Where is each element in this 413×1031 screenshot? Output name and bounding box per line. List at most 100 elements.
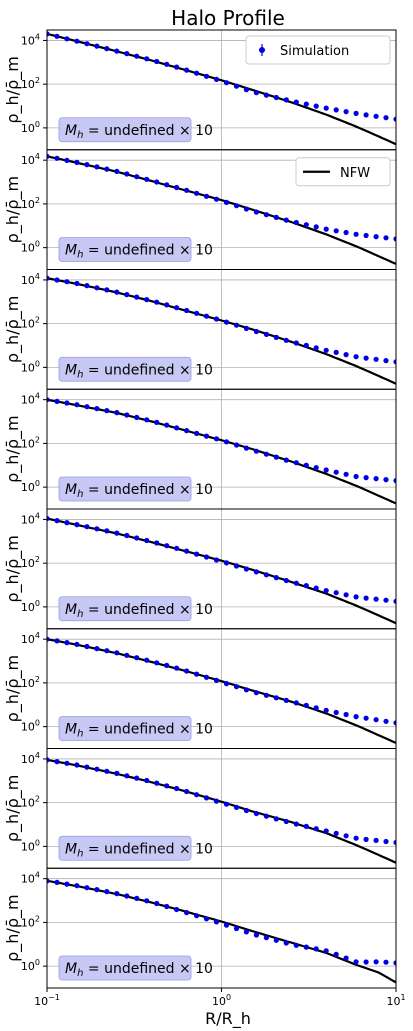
simulation-point (174, 906, 180, 913)
plot-area (47, 515, 396, 625)
simulation-point (343, 229, 349, 236)
y-tick-label: 102 (21, 196, 40, 211)
simulation-point (194, 792, 200, 798)
y-axis-label: ρ_h/ρ̄_m (3, 775, 23, 842)
simulation-point (223, 319, 230, 325)
y-tick-label: 100 (21, 838, 40, 853)
mass-label-box (58, 356, 192, 382)
simulation-point (164, 543, 170, 549)
x-axis-label: R/R_h (205, 1009, 251, 1029)
simulation-point (84, 404, 90, 410)
simulation-point (154, 780, 160, 786)
mass-label-box (58, 716, 192, 741)
y-tick-label: 104 (21, 272, 40, 287)
simulation-point (373, 837, 379, 844)
mass-label-box (58, 955, 192, 981)
simulation-point (54, 155, 60, 161)
simulation-point (243, 807, 249, 814)
simulation-point (203, 554, 210, 560)
y-axis-label: ρ_h/ρ̄_m (3, 655, 23, 722)
simulation-point (393, 598, 396, 604)
simulation-point (84, 885, 90, 891)
simulation-point (184, 428, 190, 434)
y-tick-label: 104 (21, 392, 40, 407)
simulation-point (54, 759, 60, 765)
legend-simulation: Simulation (245, 35, 391, 65)
x-axis: 10−1 100 101 (34, 988, 406, 1008)
simulation-point (223, 199, 230, 205)
simulation-point (283, 940, 289, 946)
simulation-point (253, 90, 259, 96)
simulation-point (84, 524, 90, 530)
y-tick-label: 102 (21, 914, 40, 929)
simulation-point (263, 935, 269, 941)
simulation-point (293, 219, 299, 226)
simulation-point (194, 310, 200, 316)
simulation-point (124, 532, 130, 539)
plot-area (47, 31, 396, 146)
simulation-point (363, 112, 369, 118)
simulation-point (134, 655, 140, 661)
simulation-point (154, 540, 160, 546)
x-tick-label: 10−1 (34, 993, 60, 1008)
simulation-point (333, 228, 339, 234)
simulation-point (114, 410, 120, 416)
simulation-point (293, 942, 299, 948)
simulation-point (253, 690, 259, 696)
simulation-point (273, 816, 279, 822)
simulation-point (203, 916, 210, 922)
x-tick-label: 101 (386, 993, 405, 1008)
y-axis-label: ρ_h/ρ̄_m (3, 176, 23, 243)
simulation-point (353, 959, 359, 965)
simulation-point (243, 687, 249, 693)
simulation-point (54, 879, 60, 886)
simulation-point (184, 788, 190, 795)
simulation-point (64, 36, 70, 42)
mass-label: Mh = undefined × 10 (65, 362, 213, 380)
simulation-point (313, 345, 319, 351)
simulation-point (184, 910, 190, 916)
simulation-point (47, 275, 50, 281)
simulation-point (64, 400, 70, 406)
simulation-point (223, 439, 230, 445)
simulation-point (273, 937, 279, 943)
simulation-point (154, 419, 160, 425)
simulation-point (213, 677, 220, 684)
simulation-point (94, 285, 100, 291)
mass-label: Mh = undefined × 10 (65, 482, 213, 500)
simulation-point (64, 520, 70, 526)
panel-6: 100 102 104 ρ_h/ρ̄_m Mh = undefined × 10 (3, 628, 397, 749)
simulation-point (283, 697, 289, 704)
y-tick-label: 100 (21, 359, 40, 374)
simulation-point (263, 572, 269, 578)
y-axis-label: ρ_h/ρ̄_m (3, 56, 23, 123)
simulation-point (114, 48, 120, 54)
simulation-point (363, 836, 369, 843)
y-tick-label: 104 (21, 751, 40, 766)
simulation-point (134, 895, 140, 902)
simulation-point (353, 473, 359, 480)
simulation-point (303, 944, 309, 950)
mass-label-box (58, 835, 192, 861)
simulation-point (213, 557, 220, 563)
simulation-point (104, 528, 110, 534)
plot-area (47, 757, 396, 864)
simulation-point (263, 813, 269, 819)
simulation-point (47, 397, 50, 403)
simulation-point (243, 206, 249, 212)
simulation-point (174, 665, 180, 671)
simulation-point (104, 889, 110, 895)
simulation-point (223, 922, 230, 928)
simulation-point (144, 898, 150, 904)
simulation-point (383, 115, 389, 121)
simulation-point (64, 881, 70, 887)
y-tick-label: 100 (21, 240, 40, 255)
panel-7: 100 102 104 ρ_h/ρ̄_m Mh = undefined × 10 (3, 748, 397, 869)
simulation-point (313, 826, 319, 832)
simulation-point (164, 662, 170, 669)
y-tick-label: 104 (21, 32, 40, 47)
simulation-point (353, 835, 359, 841)
simulation-point (47, 878, 50, 884)
simulation-point (253, 448, 259, 454)
legend-marker (259, 47, 265, 53)
